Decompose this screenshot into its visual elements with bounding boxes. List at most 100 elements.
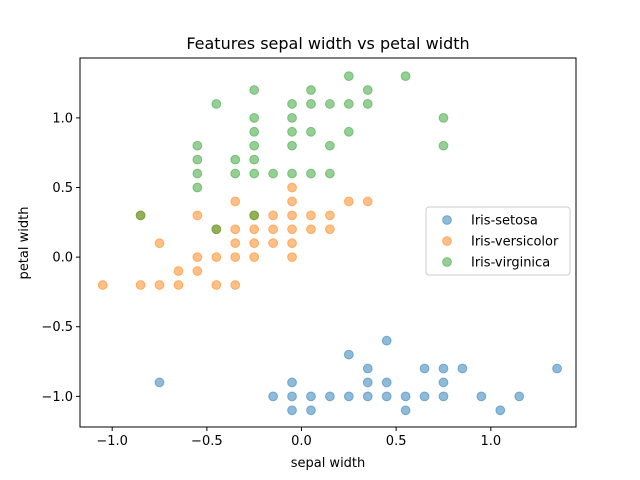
series-iris-setosa xyxy=(154,335,562,416)
data-point xyxy=(287,391,297,402)
data-point xyxy=(438,391,449,402)
data-point xyxy=(343,71,354,81)
data-point xyxy=(287,196,297,207)
data-point xyxy=(287,112,297,123)
data-point xyxy=(438,140,449,151)
data-point xyxy=(514,391,525,402)
data-point xyxy=(230,168,241,179)
data-point xyxy=(324,391,335,402)
y-tick-label: −0.5 xyxy=(41,320,73,335)
data-point xyxy=(306,224,316,235)
data-point xyxy=(419,391,430,402)
legend-box xyxy=(425,206,571,276)
data-point xyxy=(324,210,335,221)
legend-marker xyxy=(442,236,452,246)
data-point xyxy=(438,363,449,374)
data-point xyxy=(381,335,392,346)
data-point xyxy=(249,140,260,151)
data-point xyxy=(249,85,260,95)
data-point xyxy=(287,140,297,151)
x-axis-label: sepal width xyxy=(291,456,366,471)
data-point xyxy=(324,140,335,151)
data-point xyxy=(306,210,316,221)
data-point xyxy=(287,126,297,137)
data-point xyxy=(457,363,468,374)
legend-item: Iris-versicolor xyxy=(442,235,559,250)
x-axis: −1.0 −0.5 0.0 0.5 1.0 xyxy=(96,427,501,449)
legend: Iris-setosa Iris-versicolor Iris-virginica xyxy=(425,206,571,276)
data-point xyxy=(287,210,297,221)
data-point xyxy=(400,71,411,81)
data-point xyxy=(287,238,297,249)
data-point xyxy=(268,391,279,402)
data-point xyxy=(343,99,354,109)
data-point xyxy=(306,405,316,416)
data-point xyxy=(211,280,222,290)
data-point xyxy=(287,377,297,388)
x-tick-label: −1.0 xyxy=(96,434,128,449)
data-point xyxy=(343,126,354,137)
data-point xyxy=(230,154,241,165)
data-point xyxy=(249,210,260,221)
data-point xyxy=(154,280,165,290)
y-tick-label: −1.0 xyxy=(41,390,73,405)
y-axis-label: petal width xyxy=(17,207,32,280)
data-point xyxy=(400,405,411,416)
data-point xyxy=(343,196,354,207)
data-point xyxy=(249,168,260,179)
data-point xyxy=(287,99,297,109)
data-point xyxy=(476,391,487,402)
legend-label: Iris-virginica xyxy=(471,256,550,271)
legend-item: Iris-setosa xyxy=(442,214,538,229)
plot-area-frame xyxy=(79,57,577,428)
data-point xyxy=(362,377,373,388)
data-point xyxy=(249,238,260,249)
data-point xyxy=(154,377,165,388)
data-point xyxy=(268,168,279,179)
data-point xyxy=(495,405,506,416)
data-point xyxy=(192,182,203,193)
data-point xyxy=(306,126,316,137)
data-point xyxy=(230,252,241,263)
data-point xyxy=(362,99,373,109)
y-axis: −1.0 −0.5 0.0 0.5 1.0 xyxy=(41,111,80,405)
data-point xyxy=(306,168,316,179)
data-point xyxy=(173,280,184,290)
data-point xyxy=(192,168,203,179)
x-tick-label: 1.0 xyxy=(480,434,501,449)
legend-item: Iris-virginica xyxy=(442,256,550,271)
data-point xyxy=(400,391,411,402)
data-point xyxy=(211,224,222,235)
data-point xyxy=(135,210,146,221)
data-point xyxy=(552,363,562,374)
data-point xyxy=(438,112,449,123)
series-iris-virginica xyxy=(135,71,449,235)
data-point xyxy=(362,196,373,207)
data-point xyxy=(230,196,241,207)
data-point xyxy=(268,238,279,249)
data-point xyxy=(324,99,335,109)
chart-title: Features sepal width vs petal width xyxy=(186,34,469,53)
data-point xyxy=(343,391,354,402)
data-point xyxy=(230,224,241,235)
data-point xyxy=(419,363,430,374)
data-point xyxy=(287,182,297,193)
data-point xyxy=(324,168,335,179)
data-point xyxy=(268,224,279,235)
data-point xyxy=(287,224,297,235)
data-point xyxy=(211,252,222,263)
data-point xyxy=(287,252,297,263)
data-point xyxy=(287,405,297,416)
data-point xyxy=(249,252,260,263)
data-point xyxy=(192,210,203,221)
data-point xyxy=(249,154,260,165)
data-point xyxy=(135,280,146,290)
data-point xyxy=(362,363,373,374)
data-point xyxy=(362,85,373,95)
data-point xyxy=(268,210,279,221)
data-point xyxy=(306,85,316,95)
data-point xyxy=(230,238,241,249)
data-point xyxy=(192,154,203,165)
data-point xyxy=(438,377,449,388)
